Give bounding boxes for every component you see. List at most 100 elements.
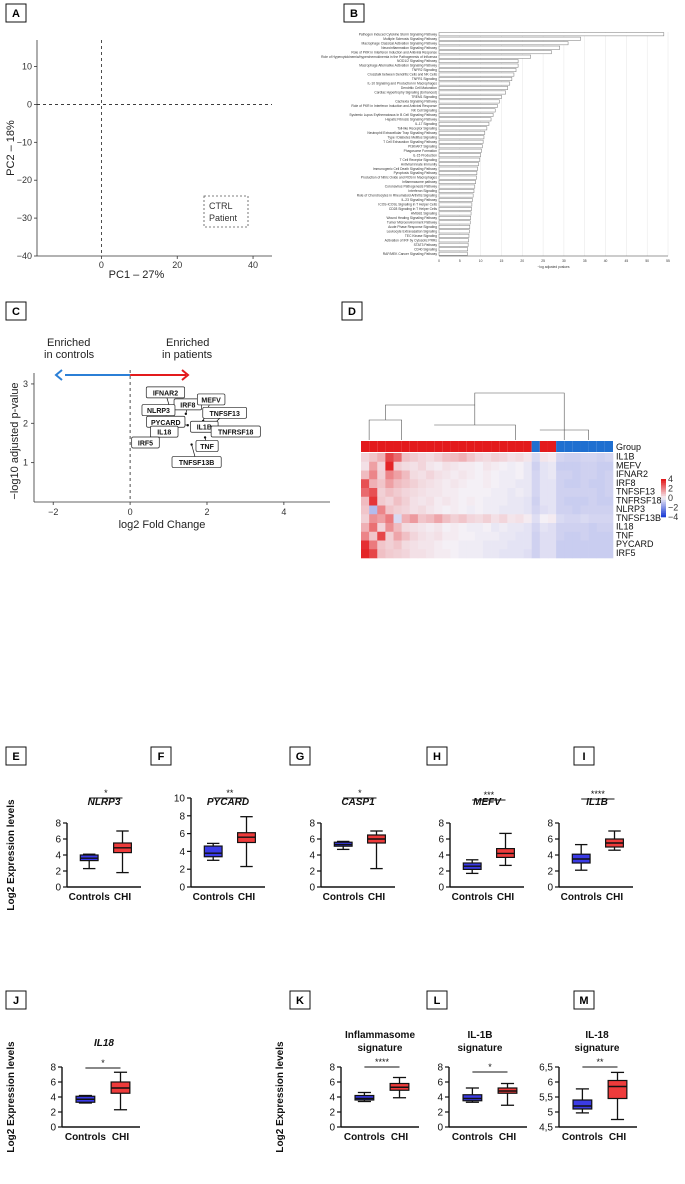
heatmap-cell: [531, 453, 541, 463]
y-tick-label: 6: [55, 835, 61, 846]
pathway-label: Type I Diabetes Mellitus Signaling: [388, 135, 438, 139]
controls-box: [572, 1088, 593, 1114]
heatmap-cell: [572, 523, 581, 533]
heatmap-cell: [458, 461, 467, 471]
heatmap-cell: [482, 453, 492, 463]
heatmap-cell: [588, 461, 598, 471]
iqr-box: [572, 1099, 593, 1110]
chi-box: [237, 816, 256, 868]
boxplot-e: NLRP3 0 2 4 6 8 Log2 Expression levels Controls…: [6, 788, 141, 911]
category-label: CHI: [499, 1132, 516, 1143]
panel-label-m: M: [573, 990, 595, 1010]
heatmap-cell: [491, 523, 500, 533]
heatmap-cell: [377, 461, 386, 471]
panel-label-box: [289, 746, 311, 766]
heatmap-cell: [491, 470, 500, 480]
heatmap-cell: [450, 505, 459, 515]
heatmap-cell: [596, 514, 606, 524]
y-tick-label: 6: [179, 829, 185, 840]
group-cell: [604, 441, 613, 452]
heatmap-cell: [361, 479, 370, 489]
x-tick-label: 55: [666, 259, 670, 263]
heatmap-cell: [507, 488, 516, 498]
heatmap-cell: [442, 453, 451, 463]
heatmap-cell: [572, 461, 581, 471]
y-tick-label: 0: [55, 883, 61, 894]
chi-box: [605, 830, 624, 851]
pathway-label: T Cell Exhaustion Signaling Pathway: [383, 140, 437, 144]
heatmap-cell: [564, 505, 573, 515]
heatmap-cell: [539, 523, 549, 533]
heatmap-cell: [442, 479, 451, 489]
heatmap-cell: [531, 470, 541, 480]
heatmap-cell: [426, 523, 435, 533]
legend-item-ctrl: CTRL: [209, 201, 233, 211]
heatmap-cell: [377, 549, 386, 559]
heatmap-cell: [369, 523, 378, 533]
boxplot-g: CASP1 0 2 4 6 8 Controls CHI *: [309, 788, 395, 903]
heatmap-cell: [547, 549, 557, 559]
heatmap-cell: [564, 488, 573, 498]
pathway-label: IL-23 Signaling Pathway: [401, 198, 437, 202]
heatmap-cell: [596, 453, 606, 463]
heatmap-cell: [499, 453, 508, 463]
y-tick-label: 4: [547, 851, 553, 862]
heatmap-cell: [458, 549, 467, 559]
y-tick-label: 2: [329, 1108, 335, 1119]
heatmap-cell: [450, 461, 459, 471]
pathway-bar: [438, 180, 476, 184]
heatmap-cell: [499, 488, 508, 498]
x-tick-label: 20: [172, 260, 182, 270]
heatmap-cell: [393, 514, 402, 524]
y-tick-label: 4: [50, 1093, 56, 1104]
category-label: CHI: [606, 892, 623, 903]
heatmap-cell: [409, 470, 419, 480]
heatmap-cell: [377, 531, 386, 541]
pathway-label: STAT3 Pathway: [414, 243, 438, 247]
heatmap-cell: [491, 488, 500, 498]
heatmap-cell: [596, 470, 606, 480]
heatmap-cell: [450, 488, 459, 498]
heatmap-cell: [539, 540, 549, 550]
group-cell: [572, 441, 581, 452]
gene-label-box: [202, 406, 247, 419]
heatmap-cell: [523, 479, 533, 489]
y-tick-label: 10: [174, 794, 186, 805]
group-cell: [556, 441, 565, 452]
data-point: [190, 443, 193, 446]
heatmap-cell: [588, 470, 598, 480]
pathway-label: Leukocyte Extravasation Signaling: [387, 229, 438, 233]
category-label: CHI: [112, 1132, 129, 1143]
pathway-label: TREM1 Signaling: [411, 95, 437, 99]
heatmap-cell: [474, 496, 484, 506]
heatmap-cell: [466, 488, 476, 498]
pathway-bar: [438, 63, 519, 68]
row-label: PYCARD: [616, 539, 654, 549]
y-tick-label: 3: [23, 379, 28, 389]
y-tick-label: 6: [547, 835, 553, 846]
x-tick-label: 45: [625, 259, 629, 263]
heatmap-cell: [482, 523, 492, 533]
pathway-bar: [438, 72, 515, 77]
heatmap-cell: [401, 488, 411, 498]
heatmap-cell: [523, 523, 533, 533]
heatmap-cell: [482, 505, 492, 515]
scale-step: [661, 501, 666, 504]
y-axis-title: PC2 – 18%: [5, 120, 17, 176]
heatmap-cell: [604, 470, 614, 480]
controls-box: [462, 1087, 483, 1103]
heatmap-cell: [401, 531, 411, 541]
heatmap-cell: [385, 549, 394, 559]
heatmap-cell: [385, 540, 394, 550]
group-cell: [369, 441, 378, 452]
pathway-bar: [438, 59, 519, 64]
gene-label: IL18: [157, 430, 171, 437]
chart-title: IL18: [94, 1038, 114, 1049]
scale-step: [661, 499, 666, 503]
y-tick-label: 2: [547, 867, 553, 878]
pathway-label: Multiple Sclerosis Signaling Pathway: [383, 37, 437, 41]
group-cell: [482, 441, 492, 452]
chart-title: IL-18: [585, 1030, 609, 1041]
heatmap-cell: [491, 453, 500, 463]
heatmap-cell: [491, 479, 500, 489]
